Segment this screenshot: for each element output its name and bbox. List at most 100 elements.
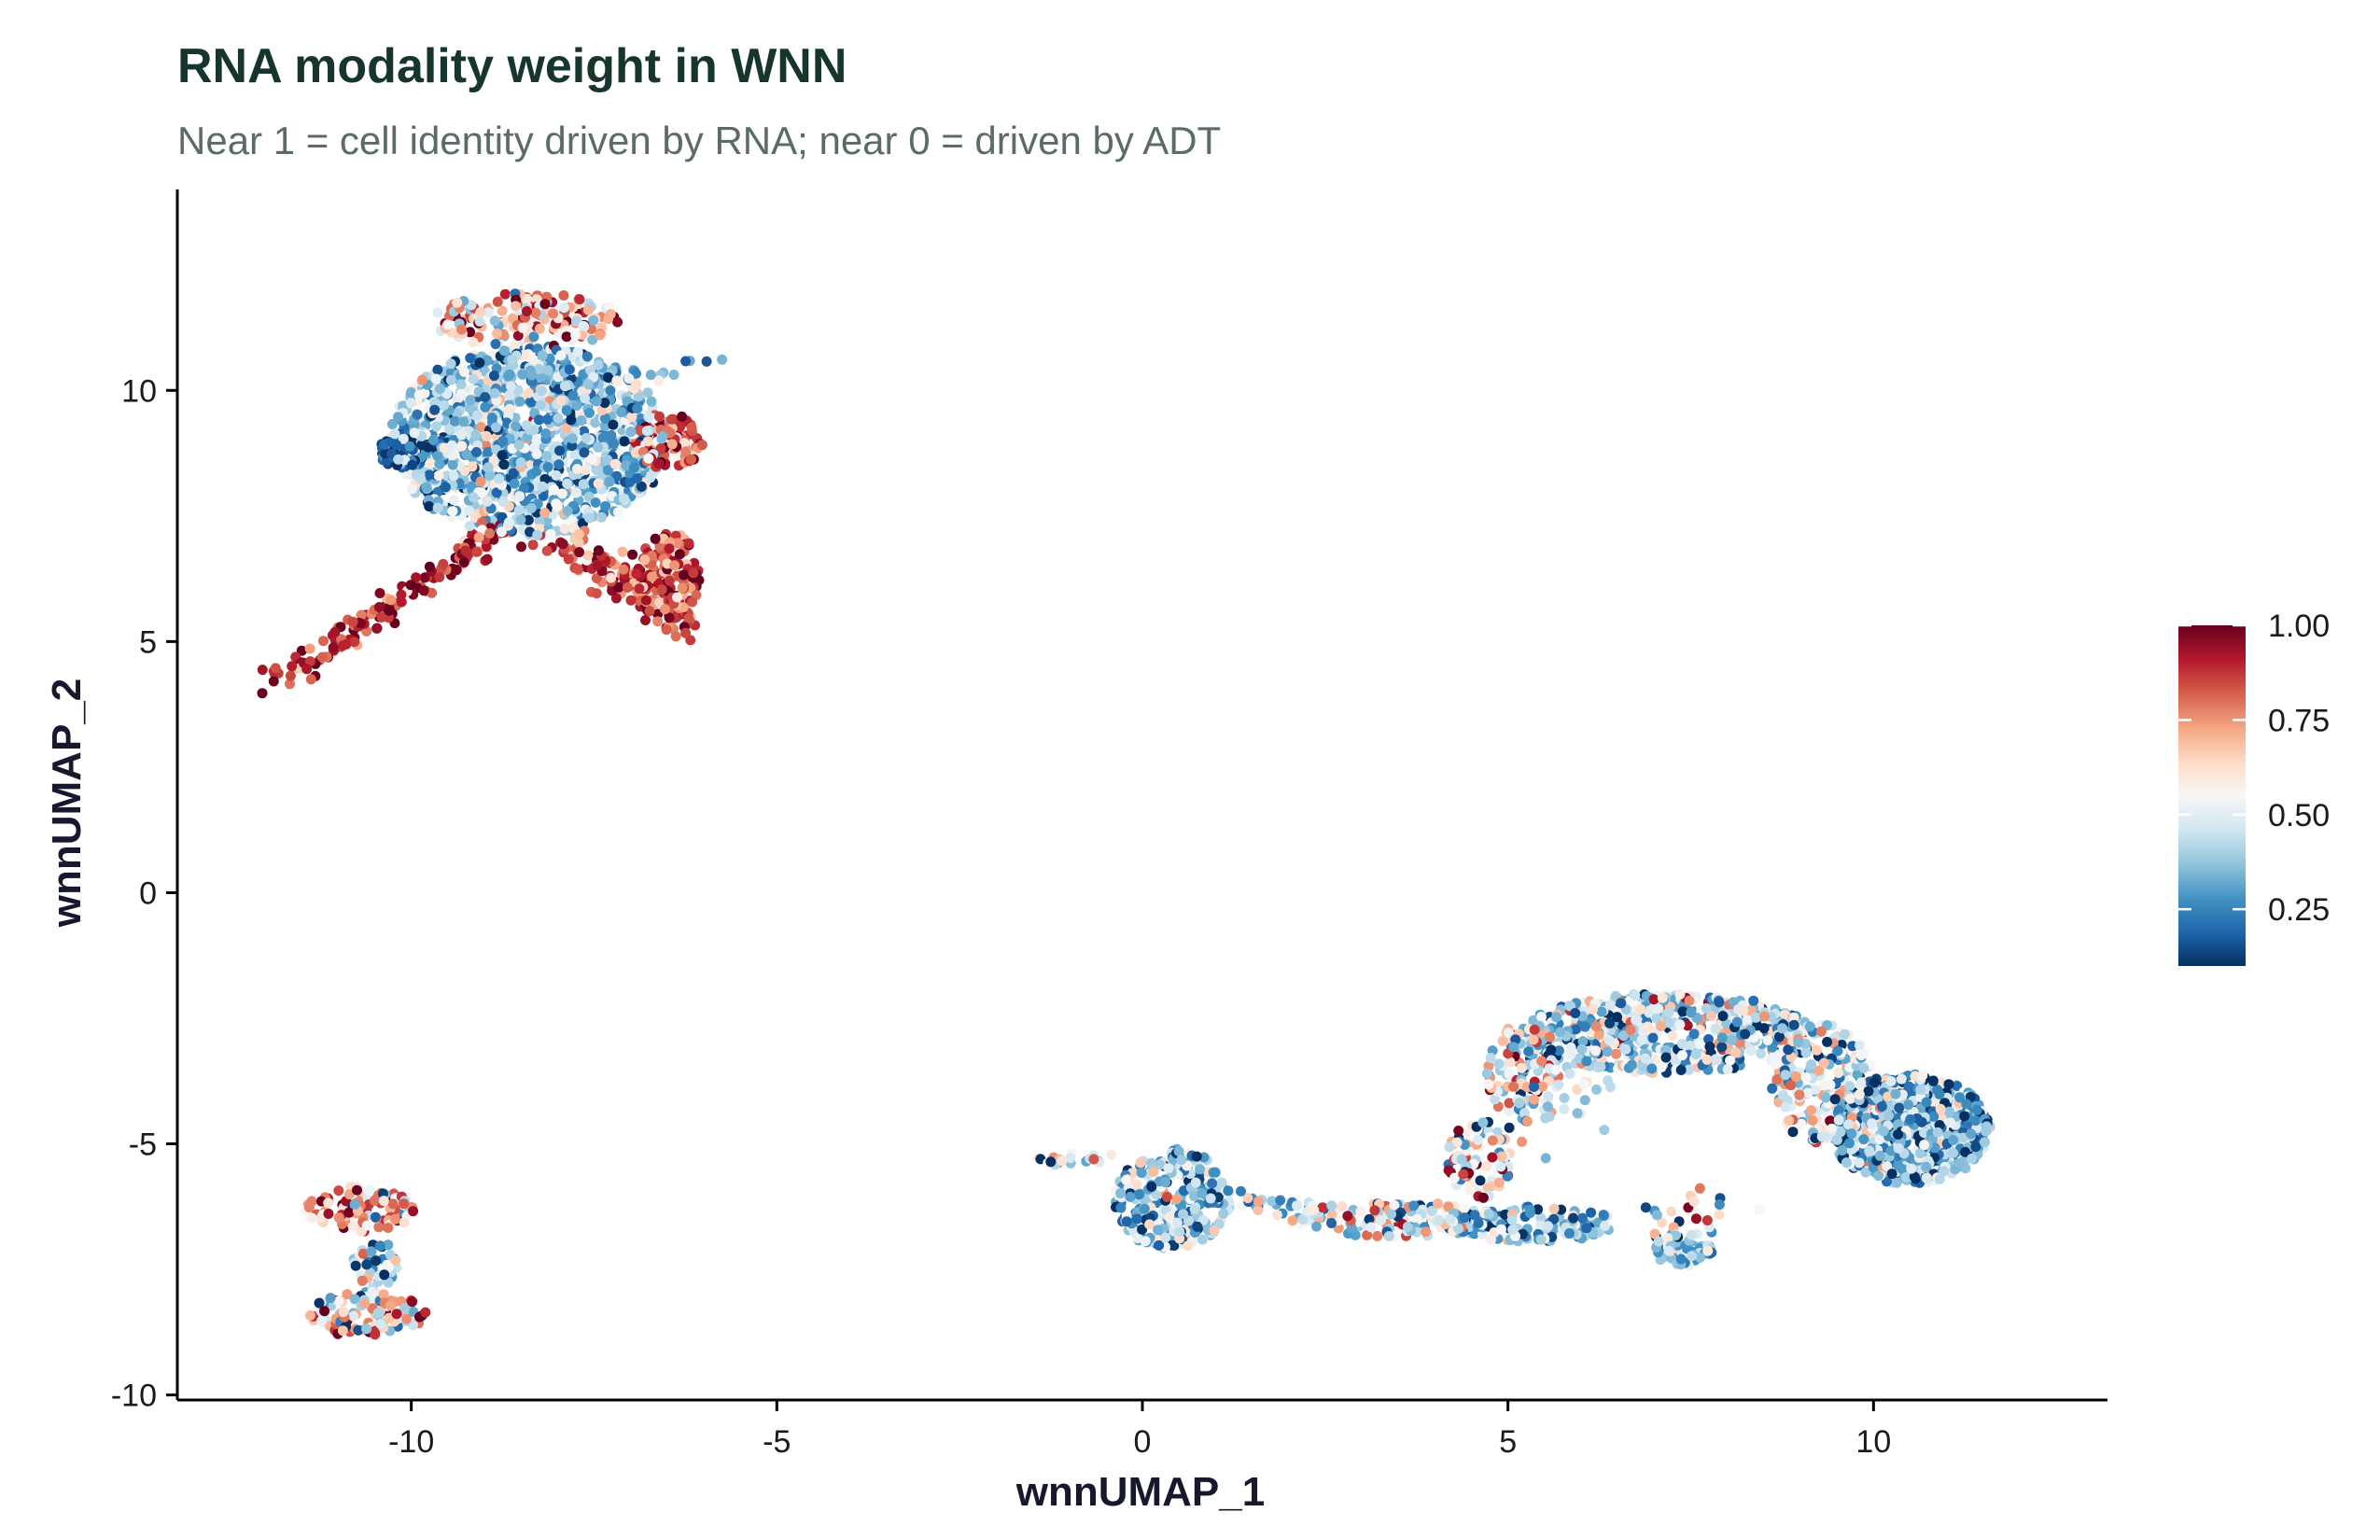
data-point	[591, 396, 602, 407]
data-point	[1173, 1146, 1184, 1156]
data-point	[466, 300, 477, 311]
data-point	[552, 501, 563, 511]
data-point	[1326, 1210, 1337, 1220]
data-point	[1133, 1189, 1144, 1200]
data-point	[1767, 1083, 1778, 1094]
data-point	[349, 1294, 360, 1305]
data-point	[1653, 1236, 1664, 1247]
data-point	[465, 353, 476, 364]
data-point	[1714, 1199, 1725, 1211]
data-point	[516, 541, 526, 553]
data-point	[584, 407, 595, 418]
data-point	[1804, 1021, 1815, 1032]
data-point	[1686, 1007, 1697, 1018]
data-point	[1843, 1119, 1854, 1130]
data-point	[1176, 1155, 1187, 1166]
data-point	[1716, 1042, 1728, 1053]
data-point	[586, 454, 597, 465]
data-point	[534, 414, 544, 426]
data-point	[1844, 1081, 1855, 1092]
data-point	[542, 413, 553, 425]
data-point	[1701, 1002, 1712, 1014]
data-point	[618, 564, 629, 575]
data-point	[1434, 1214, 1444, 1225]
data-point	[1927, 1075, 1939, 1086]
colorbar-ticks: 0.250.500.751.00	[2178, 609, 2330, 928]
data-point	[1493, 1177, 1505, 1188]
data-point	[1504, 1028, 1514, 1039]
data-point	[1819, 1080, 1830, 1091]
data-point	[1932, 1127, 1943, 1138]
data-point	[561, 331, 572, 343]
data-point	[1132, 1233, 1143, 1243]
data-point	[613, 581, 624, 593]
data-point	[1564, 1228, 1575, 1239]
data-point	[1627, 1059, 1637, 1071]
data-point	[1473, 1218, 1484, 1228]
data-point	[1369, 1205, 1380, 1216]
data-point	[591, 588, 602, 599]
data-point	[1734, 1037, 1745, 1048]
data-point	[438, 558, 449, 569]
data-point	[1537, 1081, 1548, 1092]
data-point	[1878, 1126, 1889, 1137]
data-point	[497, 436, 509, 447]
data-point	[506, 381, 516, 392]
data-point	[632, 403, 643, 414]
colorbar-gradient	[2178, 625, 2246, 966]
data-point	[1197, 1214, 1209, 1225]
data-point	[418, 585, 429, 596]
data-point	[567, 390, 579, 401]
data-point	[372, 1308, 384, 1319]
data-point	[1675, 1253, 1687, 1265]
colorbar-tick-label: 0.50	[2268, 798, 2330, 833]
data-point	[1858, 1134, 1869, 1145]
data-point	[1882, 1161, 1893, 1172]
data-point	[341, 638, 352, 650]
data-point	[480, 392, 491, 402]
data-point	[619, 436, 630, 447]
data-point	[319, 1306, 330, 1317]
data-point	[1191, 1151, 1202, 1162]
data-point	[523, 514, 534, 525]
data-point	[1088, 1154, 1099, 1165]
data-point	[621, 460, 632, 471]
data-point	[1806, 1059, 1817, 1070]
data-point	[595, 329, 606, 341]
data-point	[1778, 1090, 1788, 1100]
data-point	[1675, 1065, 1687, 1075]
data-point	[555, 395, 567, 406]
data-point	[1759, 1011, 1770, 1022]
data-point	[389, 1213, 400, 1225]
data-point	[1271, 1210, 1282, 1221]
data-point	[379, 1269, 390, 1281]
data-point	[419, 572, 430, 583]
data-point	[348, 1310, 359, 1322]
data-point	[1542, 1101, 1553, 1113]
data-point	[1115, 1202, 1127, 1213]
x-tick-label: -5	[763, 1424, 791, 1460]
data-point	[1832, 1045, 1843, 1057]
data-point	[389, 428, 400, 440]
data-point	[513, 440, 525, 451]
data-point	[1934, 1088, 1945, 1099]
data-point	[398, 400, 409, 412]
data-point	[1970, 1115, 1981, 1127]
data-point	[1504, 1098, 1515, 1109]
data-point	[1646, 1063, 1658, 1074]
data-point	[407, 1296, 418, 1308]
data-point	[1674, 988, 1686, 1000]
data-point	[1873, 1170, 1884, 1182]
data-point	[393, 454, 404, 465]
data-point	[456, 324, 468, 335]
data-point	[652, 616, 664, 627]
data-point	[1667, 1030, 1678, 1042]
data-point	[383, 1239, 394, 1251]
data-point	[468, 373, 479, 385]
data-point	[677, 582, 688, 594]
data-point	[432, 502, 443, 513]
data-point	[1121, 1216, 1132, 1227]
data-point	[664, 543, 675, 554]
data-point	[1790, 1071, 1801, 1082]
data-point	[383, 1277, 394, 1288]
